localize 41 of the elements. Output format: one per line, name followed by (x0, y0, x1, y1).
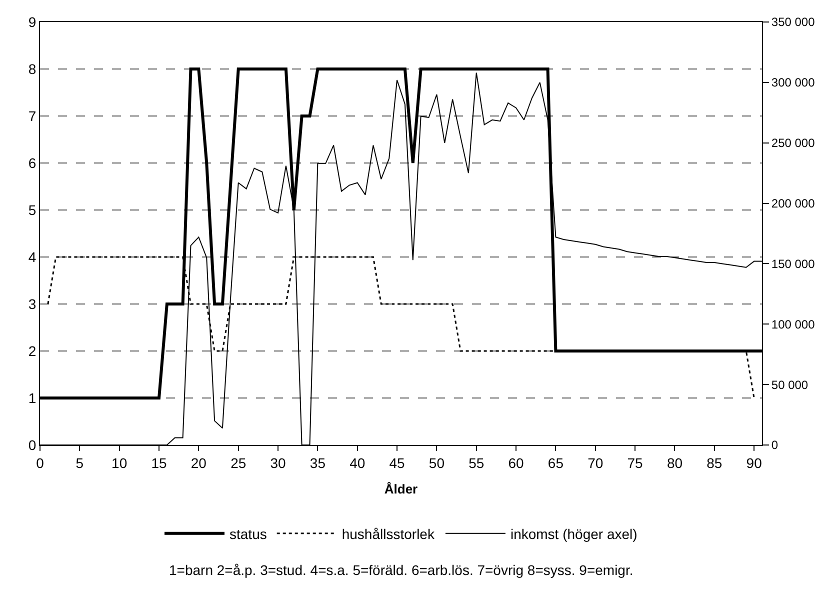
y-tick-label: 2 (28, 342, 36, 359)
x-tick-label: 5 (76, 454, 84, 471)
legend-label: hushållsstorlek (342, 526, 436, 542)
text: 1=barn 2=å.p. 3=stud. 4=s.a. 5=föräld. 6=arb.lös. 7=övrig 8=syss. 9=emigr. (169, 562, 634, 578)
x-tick-label: 15 (151, 454, 168, 471)
x-tick-label: 20 (190, 454, 207, 471)
x-tick-label: 70 (588, 454, 604, 471)
x-tick-label: 65 (548, 454, 564, 471)
x-tick-label: 30 (270, 454, 286, 471)
y-tick-label: 8 (28, 60, 36, 77)
y2-tick-label: 200 000 (771, 196, 816, 210)
legend-label: status (230, 526, 267, 542)
legend-label: inkomst (höger axel) (510, 526, 638, 542)
y2-tick-label: 50 000 (771, 378, 808, 392)
x-tick-label: 60 (508, 454, 524, 471)
x-tick-label: 10 (112, 454, 128, 471)
y-tick-label: 9 (28, 14, 36, 30)
y2-tick-label: 350 000 (771, 15, 816, 30)
x-tick-label: 80 (666, 454, 683, 471)
y2-tick-label: 300 000 (771, 76, 816, 90)
y2-tick-label: 150 000 (771, 256, 816, 271)
y-tick-label: 6 (28, 154, 36, 171)
x-tick-label: 40 (350, 454, 366, 471)
x-tick-label: 75 (627, 454, 644, 471)
x-tick-label: 50 (428, 454, 445, 471)
x-tick-label: 35 (310, 454, 326, 471)
y-tick-label: 5 (28, 202, 36, 218)
x-tick-label: 55 (468, 454, 484, 471)
y2-tick-label: 0 (771, 438, 778, 452)
y2-tick-label: 250 000 (771, 136, 816, 150)
y2-tick-label: 100 000 (771, 317, 816, 332)
y-tick-label: 4 (28, 248, 36, 265)
x-tick-label: 45 (389, 454, 406, 471)
y-tick-label: 1 (28, 390, 36, 406)
x-tick-label: 25 (230, 454, 246, 471)
y-tick-label: 0 (28, 436, 36, 453)
x-axis-title: Ålder (384, 481, 418, 496)
y-tick-label: 7 (28, 108, 36, 124)
x-tick-label: 85 (706, 454, 722, 471)
x-tick-label: 90 (746, 454, 762, 471)
y-tick-label: 3 (28, 296, 36, 312)
